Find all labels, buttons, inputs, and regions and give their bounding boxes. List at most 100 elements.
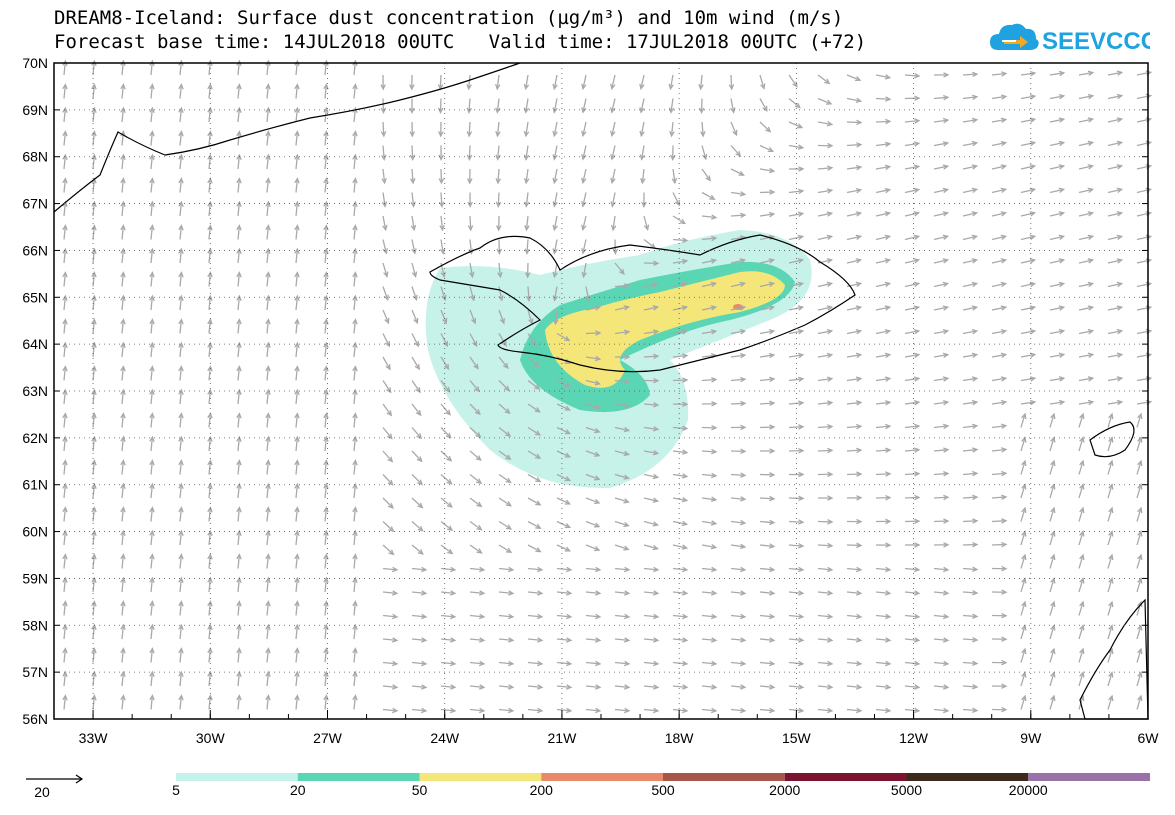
wind-vector bbox=[178, 647, 184, 663]
wind-vector bbox=[62, 623, 68, 640]
wind-vector bbox=[875, 96, 892, 102]
wind-vector bbox=[1020, 281, 1037, 288]
wind-vector bbox=[846, 637, 863, 643]
wind-vector bbox=[556, 473, 572, 482]
wind-vector bbox=[527, 379, 541, 390]
wind-vector bbox=[817, 613, 834, 620]
wind-vector bbox=[788, 637, 805, 643]
wind-vector bbox=[552, 145, 558, 161]
wind-vector bbox=[846, 305, 863, 311]
wind-vector bbox=[466, 145, 473, 161]
wind-vector bbox=[962, 164, 979, 170]
wind-vector bbox=[614, 707, 631, 714]
wind-vector bbox=[672, 660, 689, 667]
wind-vector bbox=[294, 529, 300, 546]
wind-vector bbox=[352, 388, 358, 405]
wind-vector bbox=[496, 215, 502, 232]
wind-vector bbox=[730, 448, 747, 455]
wind-vector bbox=[817, 424, 834, 430]
wind-vector bbox=[962, 683, 979, 690]
wind-vector bbox=[382, 660, 399, 667]
lon-label: 15W bbox=[782, 730, 812, 746]
wind-vector bbox=[614, 283, 631, 289]
wind-vector bbox=[352, 83, 358, 99]
wind-vector bbox=[120, 365, 126, 381]
wind-vector bbox=[1107, 376, 1124, 382]
wind-vector bbox=[466, 74, 472, 91]
wind-vector bbox=[933, 376, 950, 382]
lon-label: 33W bbox=[79, 730, 109, 746]
wind-vector bbox=[1136, 577, 1143, 593]
wind-vector bbox=[730, 352, 747, 359]
wind-vector bbox=[62, 341, 68, 358]
wind-vector bbox=[265, 600, 271, 616]
wind-vector bbox=[382, 403, 393, 417]
wind-vector bbox=[875, 376, 892, 382]
wind-vector bbox=[91, 647, 97, 663]
wind-vector bbox=[91, 600, 97, 616]
wind-vector bbox=[498, 426, 512, 438]
wind-vector bbox=[962, 305, 979, 311]
wind-vector bbox=[556, 379, 571, 388]
wind-vector bbox=[1107, 624, 1114, 640]
colorbar-swatch bbox=[906, 773, 1029, 781]
wind-vector bbox=[1107, 399, 1124, 406]
cloud-logo-icon bbox=[990, 23, 1039, 50]
wind-vector bbox=[1107, 117, 1124, 123]
wind-vector bbox=[440, 684, 457, 690]
wind-vector bbox=[120, 576, 126, 593]
colorbar-legend bbox=[26, 773, 1150, 784]
wind-vector bbox=[498, 520, 513, 530]
wind-vector bbox=[91, 576, 97, 593]
wind-vector bbox=[466, 98, 473, 114]
colorbar-swatch bbox=[663, 773, 785, 781]
wind-vector bbox=[1020, 328, 1037, 335]
wind-vector bbox=[1020, 436, 1027, 452]
wind-vector bbox=[120, 106, 126, 123]
lat-label: 63N bbox=[22, 383, 48, 399]
wind-vector bbox=[523, 74, 530, 91]
wind-vector bbox=[469, 356, 479, 370]
wind-vector bbox=[352, 670, 358, 687]
wind-vector bbox=[643, 426, 660, 432]
wind-vector bbox=[730, 212, 747, 219]
wind-vector bbox=[581, 262, 587, 279]
wind-vector bbox=[1107, 211, 1124, 217]
wind-vector bbox=[962, 258, 979, 264]
wind-vector bbox=[817, 165, 834, 171]
wind-vector bbox=[672, 425, 689, 431]
wind-vector bbox=[352, 506, 358, 522]
wind-vector bbox=[469, 544, 483, 554]
wind-vector bbox=[236, 694, 242, 710]
wind-vector bbox=[438, 145, 444, 161]
wind-vector bbox=[236, 553, 242, 569]
wind-vector bbox=[581, 192, 587, 208]
wind-vector bbox=[437, 74, 444, 91]
wind-vector bbox=[411, 497, 424, 509]
wind-vector bbox=[875, 305, 892, 311]
wind-vector bbox=[817, 684, 834, 690]
wind-vector bbox=[62, 294, 68, 311]
wind-vector bbox=[610, 215, 617, 232]
wind-vector bbox=[1049, 187, 1066, 194]
wind-vector bbox=[207, 318, 213, 334]
wind-vector bbox=[991, 565, 1008, 572]
wind-vector bbox=[1049, 211, 1066, 217]
wind-vector bbox=[1049, 281, 1066, 288]
wind-vector bbox=[120, 647, 126, 663]
wind-vector bbox=[552, 286, 559, 302]
wind-vector bbox=[498, 707, 515, 714]
wind-vector bbox=[120, 506, 126, 522]
wind-vector bbox=[672, 449, 689, 455]
wind-vector bbox=[149, 106, 155, 123]
wind-vector bbox=[91, 412, 97, 428]
wind-vector bbox=[1020, 483, 1027, 499]
wind-vector bbox=[381, 145, 387, 161]
wind-vector bbox=[1107, 506, 1114, 522]
wind-vector bbox=[149, 365, 155, 381]
wind-vector bbox=[581, 168, 587, 185]
wind-vector bbox=[817, 707, 834, 714]
wind-vector bbox=[411, 521, 424, 532]
wind-vector bbox=[527, 660, 544, 667]
wind-vector bbox=[817, 188, 834, 194]
